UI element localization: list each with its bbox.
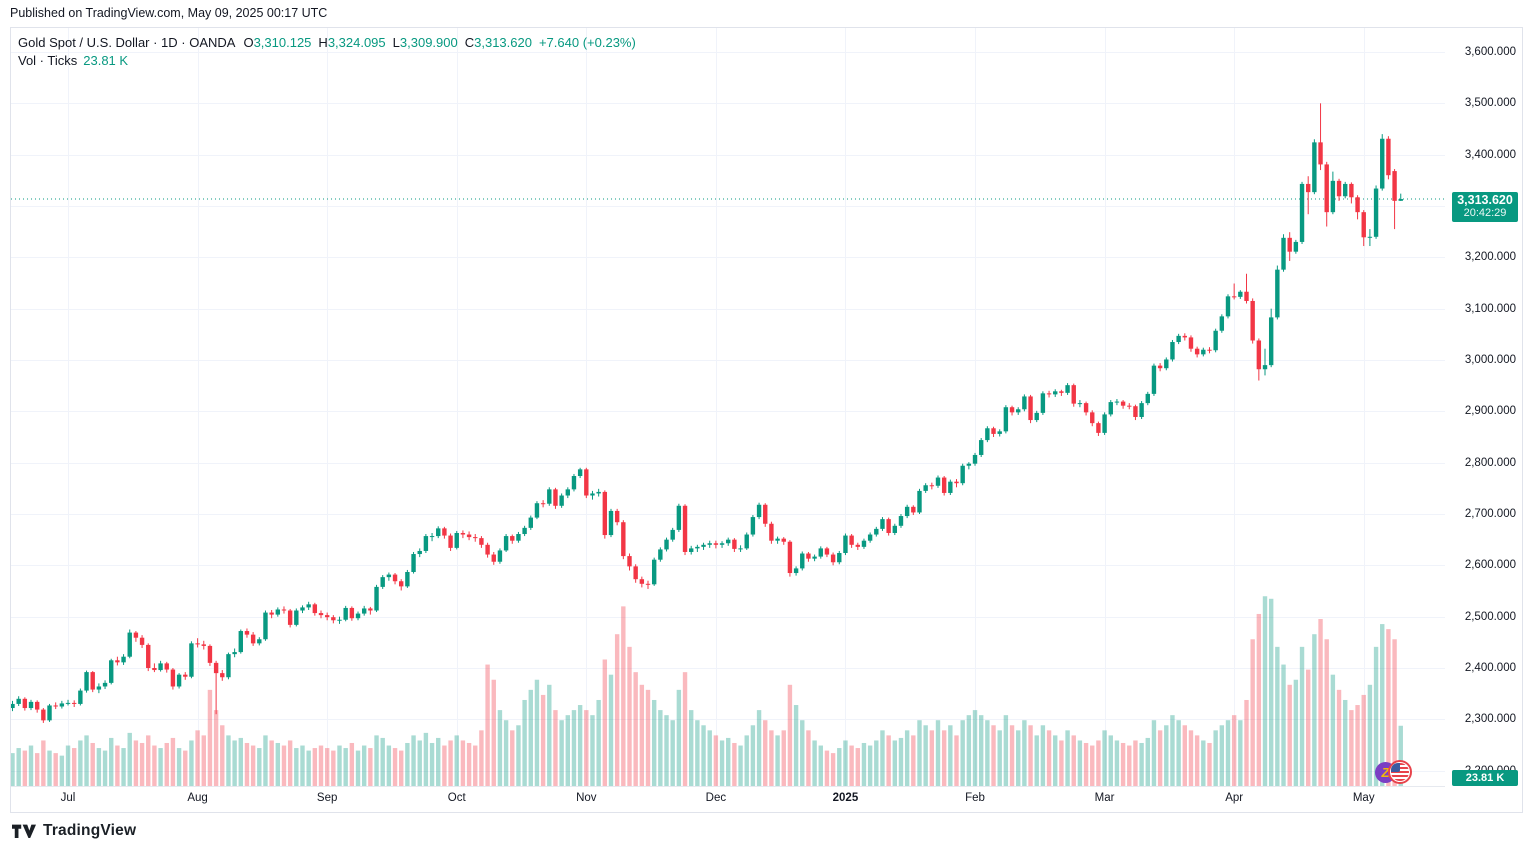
- time-axis-label: Aug: [187, 792, 208, 804]
- time-axis-label: Jul: [60, 792, 76, 804]
- brand-name: TradingView: [43, 822, 137, 839]
- ohlc-low: L3,309.900: [392, 35, 458, 50]
- time-axis-label: Oct: [447, 792, 466, 804]
- last-price-value: 3,313.620: [1457, 193, 1513, 207]
- legend-symbol-row: Gold Spot / U.S. Dollar · 1D · OANDA O3,3…: [18, 34, 636, 52]
- time-axis-label: May: [1352, 792, 1375, 804]
- candles-layer: [11, 103, 1403, 723]
- volume-value: 23.81 K: [83, 53, 129, 68]
- price-axis-label: 3,400.000: [1464, 148, 1516, 161]
- time-axis-label: Feb: [965, 792, 985, 804]
- price-axis-label: 3,100.000: [1464, 302, 1516, 315]
- legend-volume-row: Vol · Ticks 23.81 K: [18, 52, 636, 70]
- price-axis-label: 2,500.000: [1464, 610, 1516, 623]
- volume-badge: 23.81 K: [1452, 770, 1518, 786]
- symbol-title: Gold Spot / U.S. Dollar · 1D · OANDA: [18, 35, 236, 50]
- price-axis-label: 2,800.000: [1464, 456, 1516, 469]
- published-line: Published on TradingView.com, May 09, 20…: [10, 6, 328, 20]
- time-axis-label: Sep: [316, 792, 338, 804]
- time-axis-label: Mar: [1094, 792, 1115, 804]
- price-axis-label: 3,200.000: [1464, 251, 1516, 264]
- change-value: +7.640 (+0.23%): [538, 35, 636, 50]
- candlestick-pane[interactable]: [11, 28, 1445, 786]
- time-axis-label: Dec: [705, 792, 727, 804]
- flag-canton: [1391, 763, 1400, 772]
- price-axis-label: 3,600.000: [1464, 46, 1516, 58]
- ohlc-open: O3,310.125: [243, 35, 312, 50]
- volume-label: Vol · Ticks: [18, 53, 78, 68]
- last-price-label: 3,313.620 20:42:29: [1452, 192, 1518, 222]
- price-axis-label: 3,500.000: [1464, 97, 1516, 110]
- tradingview-logo-icon: [12, 824, 36, 838]
- volume-layer: [11, 596, 1403, 786]
- chart-legend: Gold Spot / U.S. Dollar · 1D · OANDA O3,3…: [18, 34, 636, 70]
- tradingview-brand-link[interactable]: TradingView: [12, 822, 136, 840]
- price-axis[interactable]: 3,313.620 20:42:29 23.81 K 3,600.000 3,50…: [1444, 28, 1522, 786]
- price-axis-label: 3,000.000: [1464, 353, 1516, 366]
- time-axis[interactable]: Jul Aug Sep Oct Nov Dec 2025 Feb Mar Apr May: [11, 786, 1445, 811]
- price-axis-label: 2,400.000: [1464, 661, 1516, 674]
- usd-flag-icon: [1388, 760, 1412, 784]
- chart-frame: Gold Spot / U.S. Dollar · 1D · OANDA O3,3…: [10, 27, 1523, 813]
- price-axis-label: 2,300.000: [1464, 713, 1516, 726]
- ohlc-close: C3,313.620: [464, 35, 532, 50]
- time-axis-label: Nov: [576, 792, 597, 804]
- symbol-logos: Z: [1375, 759, 1427, 787]
- bar-countdown: 20:42:29: [1463, 207, 1507, 219]
- price-axis-label: 2,700.000: [1464, 507, 1516, 520]
- footer: TradingView: [0, 813, 1534, 849]
- time-axis-label: 2025: [832, 792, 859, 804]
- price-axis-label: 2,900.000: [1464, 405, 1516, 418]
- ohlc-high: H3,324.095: [318, 35, 386, 50]
- time-axis-label: Apr: [1225, 792, 1244, 804]
- price-axis-label: 2,600.000: [1464, 559, 1516, 572]
